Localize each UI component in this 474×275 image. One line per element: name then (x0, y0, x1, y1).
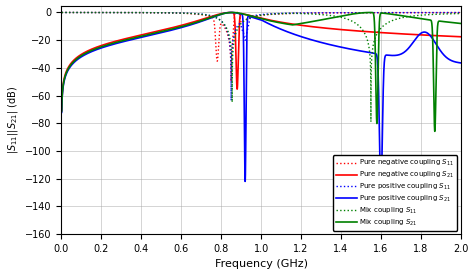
Pure negative coupling $S_{11}$ (75, 11, 81, 14)
Mix coupling $S_{11}$ (59, 11, 64, 14)
Line: Mix coupling $S_{11}$: Mix coupling $S_{11}$ (62, 12, 461, 122)
Pure positive coupling $S_{11}$ (59, 11, 64, 14)
Pure negative coupling $S_{11}$ (458, 11, 464, 14)
Pure positive coupling $S_{21}$ (82, 53, 88, 56)
Pure negative coupling $S_{11}$ (228, 80, 234, 83)
Pure positive coupling $S_{11}$ (137, 11, 143, 14)
Pure positive coupling $S_{11}$ (228, 99, 234, 102)
Mix coupling $S_{11}$ (82, 11, 88, 14)
Mix coupling $S_{21}$ (75, 56, 81, 59)
Pure positive coupling $S_{11}$ (82, 11, 88, 14)
Mix coupling $S_{21}$ (458, 22, 464, 25)
Pure negative coupling $S_{21}$ (228, 11, 234, 14)
Pure negative coupling $S_{21}$ (61, 81, 66, 84)
Mix coupling $S_{11}$ (437, 12, 443, 16)
Pure positive coupling $S_{21}$ (59, 111, 64, 114)
Mix coupling $S_{21}$ (61, 82, 66, 85)
Mix coupling $S_{11}$ (61, 11, 66, 14)
Y-axis label: $|S_{11}||S_{21}|$ (dB): $|S_{11}||S_{21}|$ (dB) (6, 86, 19, 154)
Pure positive coupling $S_{21}$ (228, 11, 234, 14)
Pure negative coupling $S_{21}$ (458, 35, 464, 39)
Mix coupling $S_{11}$ (254, 14, 260, 18)
Pure positive coupling $S_{21}$ (61, 83, 66, 86)
Mix coupling $S_{21}$ (254, 16, 260, 19)
Pure positive coupling $S_{21}$ (75, 57, 81, 60)
Mix coupling $S_{21}$ (137, 35, 143, 38)
Mix coupling $S_{21}$ (229, 11, 235, 14)
Pure positive coupling $S_{21}$ (254, 17, 260, 20)
Mix coupling $S_{21}$ (432, 130, 438, 133)
Pure negative coupling $S_{11}$ (82, 11, 88, 14)
Line: Pure negative coupling $S_{21}$: Pure negative coupling $S_{21}$ (62, 12, 461, 110)
Mix coupling $S_{21}$ (59, 109, 64, 113)
Pure negative coupling $S_{21}$ (82, 50, 88, 54)
Mix coupling $S_{11}$ (137, 11, 143, 14)
Line: Pure positive coupling $S_{21}$: Pure positive coupling $S_{21}$ (62, 12, 461, 193)
Pure negative coupling $S_{21}$ (437, 34, 443, 37)
Line: Pure negative coupling $S_{11}$: Pure negative coupling $S_{11}$ (62, 12, 461, 82)
Pure positive coupling $S_{11}$ (254, 13, 260, 17)
Mix coupling $S_{11}$ (368, 120, 374, 123)
X-axis label: Frequency (GHz): Frequency (GHz) (215, 259, 308, 270)
Pure negative coupling $S_{21}$ (59, 108, 64, 112)
Line: Pure positive coupling $S_{11}$: Pure positive coupling $S_{11}$ (62, 12, 461, 100)
Pure positive coupling $S_{21}$ (437, 48, 443, 51)
Pure negative coupling $S_{21}$ (137, 34, 143, 37)
Pure negative coupling $S_{11}$ (254, 15, 260, 18)
Line: Mix coupling $S_{21}$: Mix coupling $S_{21}$ (62, 12, 461, 131)
Pure negative coupling $S_{11}$ (437, 11, 443, 14)
Pure negative coupling $S_{21}$ (75, 55, 81, 58)
Pure positive coupling $S_{11}$ (458, 11, 464, 14)
Pure negative coupling $S_{11}$ (61, 11, 66, 14)
Pure positive coupling $S_{11}$ (61, 11, 66, 14)
Pure positive coupling $S_{11}$ (75, 11, 81, 14)
Mix coupling $S_{11}$ (75, 11, 81, 14)
Pure positive coupling $S_{11}$ (437, 11, 443, 14)
Mix coupling $S_{21}$ (82, 52, 88, 55)
Pure negative coupling $S_{21}$ (254, 16, 260, 19)
Pure negative coupling $S_{11}$ (59, 11, 64, 14)
Pure positive coupling $S_{21}$ (137, 36, 143, 39)
Mix coupling $S_{21}$ (437, 20, 443, 23)
Mix coupling $S_{11}$ (458, 12, 464, 15)
Legend: Pure negative coupling $S_{11}$, Pure negative coupling $S_{21}$, Pure positive : Pure negative coupling $S_{11}$, Pure ne… (333, 155, 457, 231)
Pure positive coupling $S_{21}$ (458, 61, 464, 65)
Pure positive coupling $S_{21}$ (378, 191, 384, 194)
Pure negative coupling $S_{11}$ (137, 11, 143, 14)
